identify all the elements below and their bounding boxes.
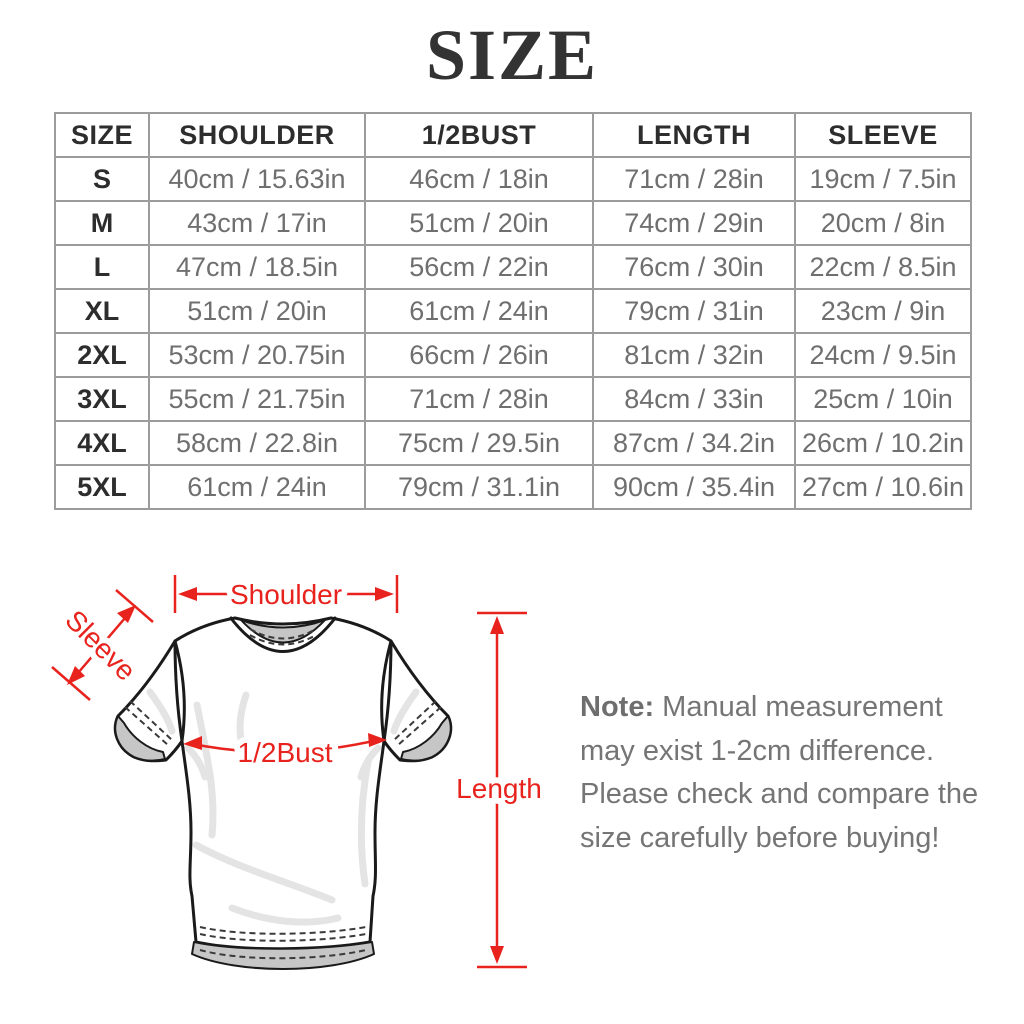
wrinkle (236, 691, 250, 762)
hem-band (191, 941, 375, 970)
size-row: L 47cm / 18.5in 56cm / 22in 76cm / 30in 22cm… (54, 244, 972, 290)
wrinkle (228, 904, 342, 926)
size-row: M 43cm / 17in 51cm / 20in 74cm / 29in 20cm /… (54, 200, 972, 246)
measurement-cell: 51cm / 20in (148, 288, 366, 334)
measurement-cell: 53cm / 20.75in (148, 332, 366, 378)
wrinkle (192, 841, 336, 904)
measurement-cell: 25cm / 10in (794, 376, 972, 422)
measurement-cell: 22cm / 8.5in (794, 244, 972, 290)
hem-stitch (199, 949, 367, 960)
measurement-cell: 90cm / 35.4in (592, 464, 796, 510)
shoulder-label: Shoulder (230, 579, 342, 610)
measurement-cell: 71cm / 28in (364, 376, 594, 422)
sleeve-arrow (51, 589, 154, 701)
shirt-body (173, 616, 393, 951)
left-cuff-inner (114, 715, 166, 762)
size-name-cell: M (54, 200, 150, 246)
measurement-cell: 61cm / 24in (148, 464, 366, 510)
measurement-cell: 24cm / 9.5in (794, 332, 972, 378)
measurement-cell: 47cm / 18.5in (148, 244, 366, 290)
measurement-cell: 27cm / 10.6in (794, 464, 972, 510)
wrinkle (390, 688, 420, 735)
collar-band (228, 616, 338, 653)
note-text: Note: Manual measurement may exist 1-2cm… (580, 686, 1000, 860)
length-arrow (477, 611, 527, 969)
measurement-cell: 74cm / 29in (592, 200, 796, 246)
size-name-cell: 4XL (54, 420, 150, 466)
right-cuff-inner (400, 715, 452, 762)
measurement-cell: 61cm / 24in (364, 288, 594, 334)
measurement-cell: 71cm / 28in (592, 156, 796, 202)
size-name-cell: 2XL (54, 332, 150, 378)
measurement-cell: 81cm / 32in (592, 332, 796, 378)
column-header: 1/2BUST (364, 112, 594, 158)
wrinkle (184, 744, 209, 781)
wrinkle (193, 701, 217, 839)
measurement-cell: 51cm / 20in (364, 200, 594, 246)
hem-stitch (199, 926, 367, 935)
measurement-cell: 79cm / 31.1in (364, 464, 594, 510)
measurement-cell: 19cm / 7.5in (794, 156, 972, 202)
column-header: SIZE (54, 112, 150, 158)
measurement-cell: 43cm / 17in (148, 200, 366, 246)
tshirt-drawing (113, 616, 453, 970)
page-title: SIZE (425, 15, 599, 95)
measurement-cell: 26cm / 10.2in (794, 420, 972, 466)
size-row: XL 51cm / 20in 61cm / 24in 79cm / 31in 23cm … (54, 288, 972, 334)
size-name-cell: 5XL (54, 464, 150, 510)
length-label: Length (456, 773, 542, 804)
measurement-cell: 75cm / 29.5in (364, 420, 594, 466)
measurement-cell: 76cm / 30in (592, 244, 796, 290)
bust-arrow (183, 733, 387, 754)
collar-stitch (249, 634, 317, 646)
size-name-cell: L (54, 244, 150, 290)
size-table-body: S 40cm / 15.63in 46cm / 18in 71cm / 28in 19c… (54, 156, 972, 510)
table-header-row: SIZE SHOULDER 1/2BUST LENGTH SLEEVE (54, 112, 972, 158)
size-name-cell: XL (54, 288, 150, 334)
size-row: 3XL 55cm / 21.75in 71cm / 28in 84cm / 33in 2… (54, 376, 972, 422)
measurement-cell: 87cm / 34.2in (592, 420, 796, 466)
wrinkle (357, 744, 382, 781)
measurement-cell: 23cm / 9in (794, 288, 972, 334)
column-header: SLEEVE (794, 112, 972, 158)
column-header: LENGTH (592, 112, 796, 158)
measurement-cell: 58cm / 22.8in (148, 420, 366, 466)
note-label: Note: (580, 691, 655, 723)
wrinkle (146, 688, 176, 735)
size-row: 2XL 53cm / 20.75in 66cm / 26in 81cm / 32in 2… (54, 332, 972, 378)
hem-stitch (199, 933, 367, 942)
size-name-cell: S (54, 156, 150, 202)
collar-inner (240, 619, 326, 644)
column-header: SHOULDER (148, 112, 366, 158)
wrinkle (357, 758, 372, 888)
measurement-cell: 20cm / 8in (794, 200, 972, 246)
size-row: 5XL 61cm / 24in 79cm / 31.1in 90cm / 35.4in… (54, 464, 972, 510)
measurement-cell: 40cm / 15.63in (148, 156, 366, 202)
measurement-cell: 66cm / 26in (364, 332, 594, 378)
size-row: 4XL 58cm / 22.8in 75cm / 29.5in 87cm / 34.2… (54, 420, 972, 466)
bust-label: 1/2Bust (238, 737, 333, 768)
measurement-cell: 79cm / 31in (592, 288, 796, 334)
measurement-cell: 46cm / 18in (364, 156, 594, 202)
measurement-cell: 55cm / 21.75in (148, 376, 366, 422)
note-body: Manual measurement may exist 1-2cm diffe… (580, 691, 979, 854)
measurement-cell: 84cm / 33in (592, 376, 796, 422)
size-chart-table: SIZE SHOULDER 1/2BUST LENGTH SLEEVE S 40cm / … (54, 112, 972, 510)
measurement-cell: 56cm / 22in (364, 244, 594, 290)
size-row: S 40cm / 15.63in 46cm / 18in 71cm / 28in 19c… (54, 156, 972, 202)
size-name-cell: 3XL (54, 376, 150, 422)
shoulder-arrow (173, 575, 399, 613)
collar-stitch (249, 628, 317, 640)
